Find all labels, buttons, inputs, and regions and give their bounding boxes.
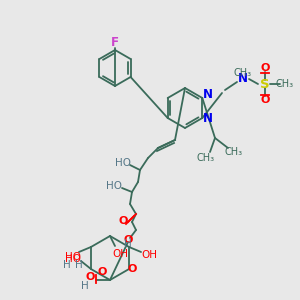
Text: HO: HO <box>65 254 81 264</box>
Text: O: O <box>85 272 95 282</box>
Text: HO: HO <box>115 158 131 168</box>
Text: OH: OH <box>141 250 157 260</box>
Text: F: F <box>111 37 119 50</box>
Text: CH₃: CH₃ <box>197 153 215 163</box>
Text: HO: HO <box>65 252 81 262</box>
Text: H: H <box>63 260 71 270</box>
Text: CH₃: CH₃ <box>234 68 252 78</box>
Text: N: N <box>238 73 248 85</box>
Text: S: S <box>260 77 270 91</box>
Text: O: O <box>123 235 133 245</box>
Text: O: O <box>260 63 270 73</box>
Text: N: N <box>203 88 213 101</box>
Text: OH: OH <box>112 249 128 259</box>
Text: O: O <box>118 216 128 226</box>
Text: CH₃: CH₃ <box>276 79 294 89</box>
Text: HO: HO <box>106 181 122 191</box>
Text: H: H <box>81 281 89 291</box>
Text: N: N <box>203 112 213 124</box>
Text: H: H <box>124 239 132 249</box>
Text: O: O <box>97 267 107 277</box>
Text: H: H <box>75 260 83 270</box>
Text: O: O <box>260 95 270 105</box>
Text: O: O <box>128 264 137 274</box>
Text: CH₃: CH₃ <box>225 147 243 157</box>
